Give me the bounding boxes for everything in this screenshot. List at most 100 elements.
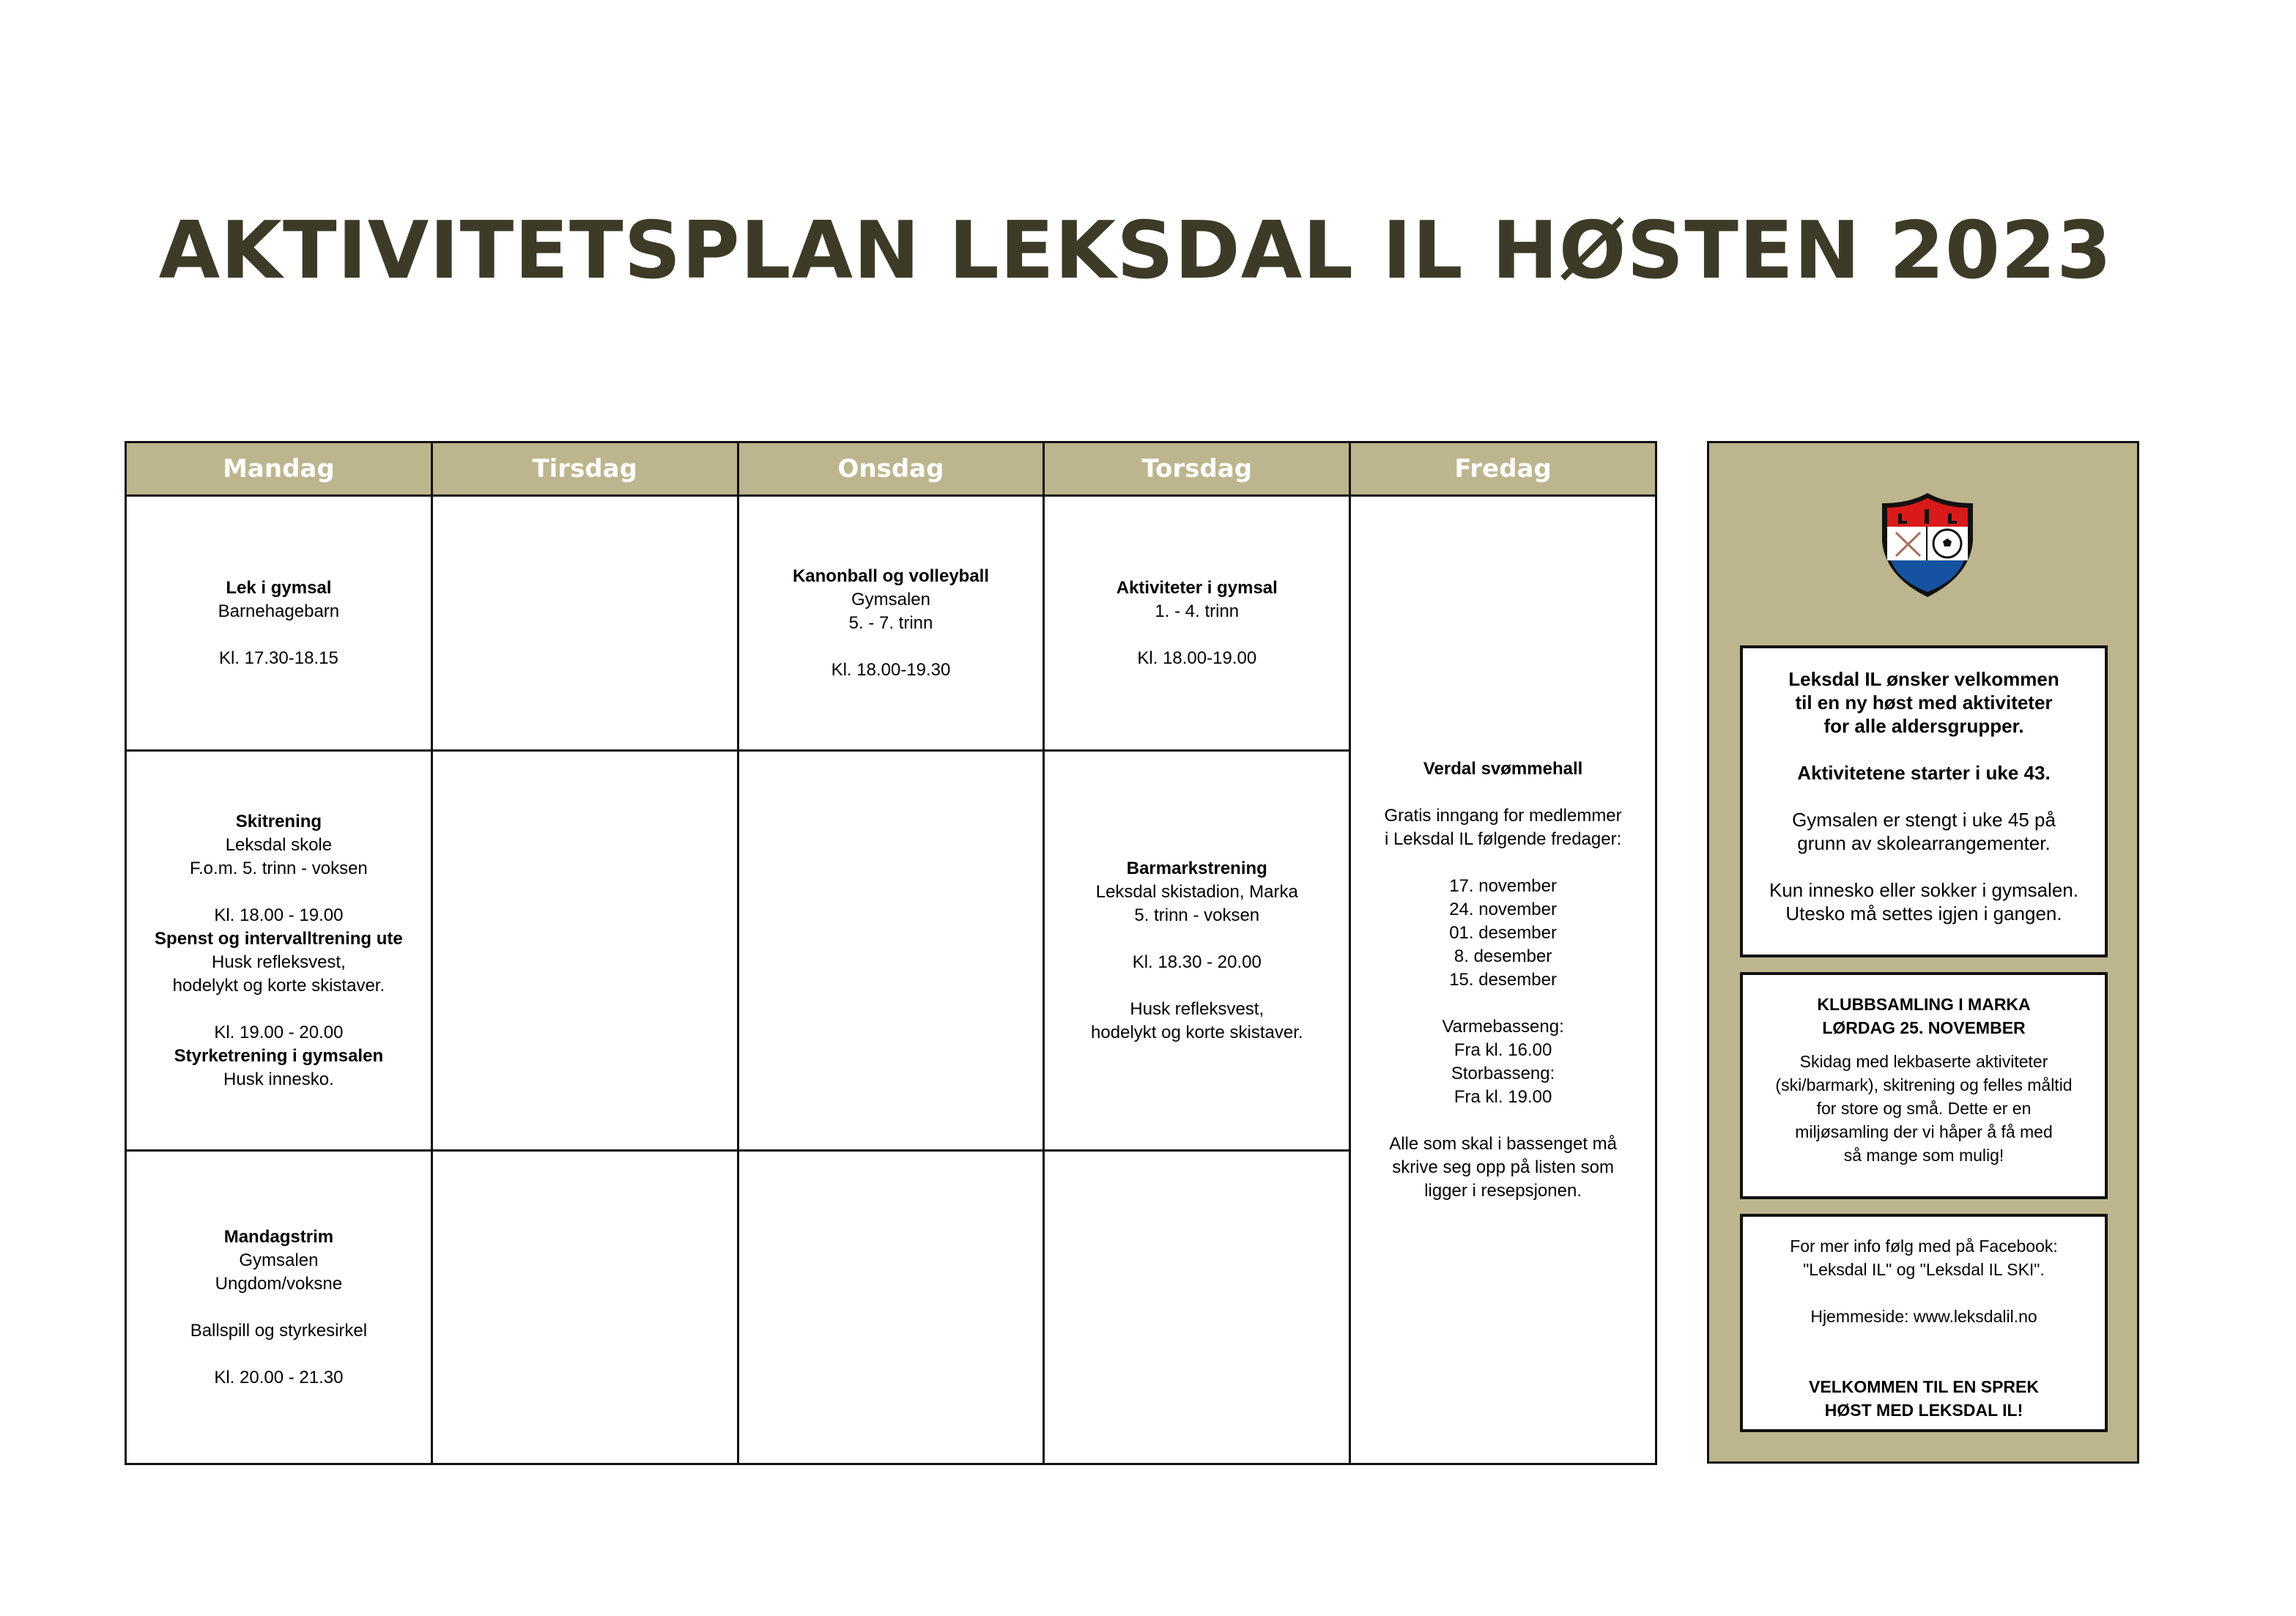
- text-line: Kl. 18.30 - 20.00: [1132, 952, 1262, 972]
- text-line: ligger i resepsjonen.: [1424, 1180, 1582, 1201]
- cell-monday-1: Lek i gymsal Barnehagebarn Kl. 17.30-18.15: [125, 494, 433, 752]
- text-line: LØRDAG 25. NOVEMBER: [1822, 1018, 2026, 1037]
- text-line: [1743, 785, 2105, 808]
- text-line: [1743, 738, 2105, 761]
- text-line: Verdal svømmehall: [1423, 758, 1583, 779]
- cell-thursday-1: Aktiviteter i gymsal 1. - 4. trinn Kl. 18.…: [1043, 494, 1352, 752]
- text-line: [131, 998, 426, 1021]
- text-line: [1355, 1109, 1651, 1133]
- text-line: 01. desember: [1449, 922, 1557, 943]
- day-header: Mandag: [125, 441, 433, 497]
- text-line: Leksdal skole: [225, 834, 333, 855]
- club-gathering-box: KLUBBSAMLING I MARKA LØRDAG 25. NOVEMBER …: [1740, 972, 2108, 1199]
- text-line: Kun innesko eller sokker i gymsalen.: [1769, 879, 2078, 901]
- day-header: Tirsdag: [430, 441, 739, 497]
- text-line[interactable]: Hjemmeside: www.leksdalil.no: [1810, 1307, 2037, 1326]
- text-line: (ski/barmark), skitrening og felles målt…: [1775, 1075, 2073, 1094]
- info-sidebar: Leksdal IL ønsker velkommen til en ny høs…: [1707, 441, 2139, 1464]
- club-crest-logo: [1882, 493, 1973, 597]
- text-line: til en ny høst med aktiviteter: [1795, 692, 2053, 714]
- text-line: Gymsalen er stengt i uke 45 på: [1792, 809, 2056, 831]
- text-line: 8. desember: [1453, 946, 1552, 966]
- text-line: Barnehagebarn: [218, 601, 340, 621]
- cell-friday: Verdal svømmehall Gratis inngang for medl…: [1349, 494, 1657, 1465]
- text-line: hodelykt og korte skistaver.: [172, 975, 385, 996]
- text-line: Gratis inngang for medlemmer: [1384, 805, 1622, 826]
- text-line: 1. - 4. trinn: [1155, 601, 1240, 621]
- day-header: Fredag: [1349, 441, 1657, 497]
- text-line: i Leksdal IL følgende fredager:: [1384, 829, 1622, 849]
- text-line: [1355, 992, 1651, 1015]
- text-line: miljøsamling der vi håper å få med: [1795, 1122, 2053, 1141]
- cell-wednesday-1: Kanonball og volleyball Gymsalen 5. - 7. t…: [736, 494, 1045, 752]
- text-line: Utesko må settes igjen i gangen.: [1785, 902, 2062, 924]
- text-line: hodelykt og korte skistaver.: [1091, 1022, 1303, 1042]
- text-line: Husk innesko.: [223, 1069, 334, 1089]
- text-line: 5. trinn - voksen: [1134, 905, 1260, 925]
- text-line: [1743, 1353, 2105, 1376]
- text-line: [1743, 1330, 2105, 1353]
- text-line: Gymsalen: [239, 1250, 319, 1270]
- text-line: Kl. 20.00 - 21.30: [214, 1367, 344, 1387]
- text-line: [1743, 855, 2105, 878]
- text-line: Kl. 19.00 - 20.00: [214, 1022, 344, 1042]
- text-line: Kl. 18.00-19.30: [831, 659, 951, 680]
- text-line: [1355, 781, 1651, 804]
- text-line: F.o.m. 5. trinn - voksen: [190, 858, 368, 878]
- text-line: Husk refleksvest,: [212, 952, 346, 972]
- more-info-box: For mer info følg med på Facebook: "Leksd…: [1740, 1214, 2108, 1432]
- cell-wednesday-2: [736, 749, 1045, 1152]
- text-line: KLUBBSAMLING I MARKA: [1817, 995, 2031, 1014]
- cell-tuesday-3: [430, 1149, 739, 1465]
- cell-wednesday-3: [736, 1149, 1045, 1465]
- text-line: [1355, 851, 1651, 875]
- text-line: "Leksdal IL" og "Leksdal IL SKI".: [1803, 1260, 2045, 1279]
- text-line: Leksdal IL ønsker velkommen: [1788, 668, 2059, 690]
- text-line: Aktiviteter i gymsal: [1116, 577, 1278, 598]
- text-line: Fra kl. 16.00: [1453, 1039, 1552, 1060]
- text-line: Gymsalen: [851, 589, 931, 609]
- text-line: Skidag med lekbaserte aktiviteter: [1799, 1052, 2048, 1071]
- text-line: Varmebasseng:: [1442, 1016, 1564, 1037]
- text-line: [131, 881, 426, 904]
- text-line: Styrketrening i gymsalen: [174, 1045, 384, 1066]
- page-title: AKTIVITETSPLAN LEKSDAL IL HØSTEN 2023: [158, 205, 2113, 297]
- cell-monday-3: Mandagstrim Gymsalen Ungdom/voksne Ballspil…: [125, 1149, 433, 1465]
- text-line: Aktivitetene starter i uke 43.: [1797, 762, 2051, 784]
- day-header: Onsdag: [736, 441, 1045, 497]
- text-line: Ungdom/voksne: [215, 1273, 343, 1294]
- text-line: [1049, 974, 1344, 998]
- text-line: Fra kl. 19.00: [1453, 1086, 1552, 1107]
- text-line: For mer info følg med på Facebook:: [1790, 1237, 2058, 1256]
- text-line: HØST MED LEKSDAL IL!: [1824, 1401, 2023, 1420]
- text-line: Leksdal skistadion, Marka: [1095, 881, 1298, 902]
- cell-monday-2: Skitrening Leksdal skole F.o.m. 5. trinn -…: [125, 749, 433, 1152]
- text-line: Kl. 17.30-18.15: [219, 648, 338, 668]
- text-line: for alle aldersgrupper.: [1823, 715, 2024, 737]
- cell-thursday-2: Barmarkstrening Leksdal skistadion, Marka…: [1043, 749, 1352, 1152]
- text-line: Barmarkstrening: [1126, 858, 1267, 878]
- text-line: Storbasseng:: [1451, 1063, 1555, 1083]
- day-header: Torsdag: [1043, 441, 1352, 497]
- text-line: [131, 623, 426, 647]
- text-line: Ballspill og styrkesirkel: [190, 1320, 368, 1341]
- welcome-box: Leksdal IL ønsker velkommen til en ny høs…: [1740, 645, 2108, 957]
- cell-tuesday-1: [430, 494, 739, 752]
- text-line: 17. november: [1449, 875, 1557, 896]
- text-line: 24. november: [1449, 899, 1557, 919]
- text-line: Kanonball og volleyball: [792, 566, 990, 586]
- text-line: [131, 1343, 426, 1366]
- text-line: grunn av skolearrangementer.: [1797, 832, 2051, 854]
- text-line: [1049, 623, 1344, 647]
- text-line: [131, 1296, 426, 1319]
- text-line: Kl. 18.00-19.00: [1137, 648, 1257, 668]
- text-line: 5. - 7. trinn: [848, 612, 933, 633]
- schedule-table: Mandag Tirsdag Onsdag Torsdag Fredag Lek…: [125, 441, 1657, 1465]
- header-row: Mandag Tirsdag Onsdag Torsdag Fredag: [125, 441, 1657, 497]
- text-line: Alle som skal i bassenget må: [1389, 1133, 1617, 1154]
- text-line: Husk refleksvest,: [1130, 998, 1264, 1019]
- text-line: VELKOMMEN TIL EN SPREK: [1809, 1377, 2039, 1396]
- cell-thursday-3: [1043, 1149, 1352, 1465]
- text-line: Mandagstrim: [223, 1226, 334, 1247]
- text-line: 15. desember: [1449, 969, 1557, 990]
